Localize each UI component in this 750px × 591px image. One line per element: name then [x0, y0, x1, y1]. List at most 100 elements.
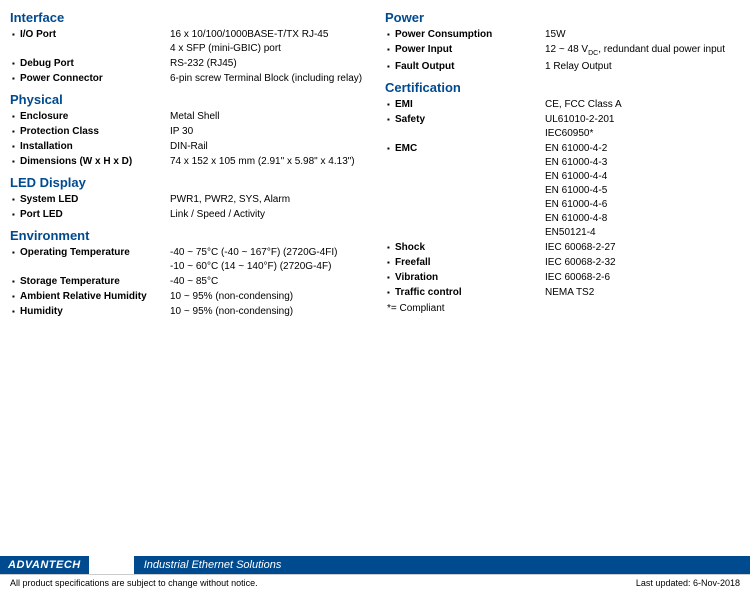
spec-label: Safety — [395, 113, 545, 127]
spec-row: ▪ Storage Temperature -40 ~ 85°C — [10, 275, 365, 289]
spec-value: 6-pin screw Terminal Block (including re… — [170, 72, 365, 86]
footer-disclaimer: All product specifications are subject t… — [10, 578, 258, 588]
spec-row: ▪ Power Connector 6-pin screw Terminal B… — [10, 72, 365, 86]
spec-value: PWR1, PWR2, SYS, Alarm — [170, 193, 365, 207]
spec-label: Humidity — [20, 305, 170, 319]
spec-label: Vibration — [395, 271, 545, 285]
spec-row: ▪ EMC EN 61000-4-2 EN 61000-4-3 EN 61000… — [385, 142, 740, 240]
footer-tagline: Industrial Ethernet Solutions — [134, 556, 750, 574]
bullet-icon: ▪ — [10, 193, 20, 205]
spec-label: Power Connector — [20, 72, 170, 86]
spec-label: Traffic control — [395, 286, 545, 300]
spec-label: Ambient Relative Humidity — [20, 290, 170, 304]
section-led: LED Display — [10, 175, 365, 190]
spec-label: Debug Port — [20, 57, 170, 71]
spec-label: Operating Temperature — [20, 246, 170, 260]
spec-row: ▪ Traffic control NEMA TS2 — [385, 286, 740, 300]
spec-label: Enclosure — [20, 110, 170, 124]
spec-value: UL61010-2-201 IEC60950* — [545, 113, 740, 141]
bullet-icon: ▪ — [10, 28, 20, 40]
footer-gap — [89, 556, 134, 574]
footer-updated: Last updated: 6-Nov-2018 — [636, 578, 740, 588]
compliant-note: *= Compliant — [387, 303, 740, 314]
spec-value: -40 ~ 75°C (-40 ~ 167°F) (2720G-4FI) -10… — [170, 246, 365, 274]
bullet-icon: ▪ — [385, 241, 395, 253]
spec-value: 1 Relay Output — [545, 60, 740, 74]
spec-value: 10 ~ 95% (non-condensing) — [170, 305, 365, 319]
spec-value: 10 ~ 95% (non-condensing) — [170, 290, 365, 304]
spec-label: I/O Port — [20, 28, 170, 42]
spec-row: ▪ Installation DIN-Rail — [10, 140, 365, 154]
spec-value: EN 61000-4-2 EN 61000-4-3 EN 61000-4-4 E… — [545, 142, 740, 240]
left-column: Interface ▪ I/O Port 16 x 10/100/1000BAS… — [10, 4, 365, 320]
right-column: Power ▪ Power Consumption 15W ▪ Power In… — [365, 4, 740, 320]
spec-row: ▪ Safety UL61010-2-201 IEC60950* — [385, 113, 740, 141]
footer-bar: ADVANTECH Industrial Ethernet Solutions — [0, 556, 750, 574]
spec-label: Freefall — [395, 256, 545, 270]
spec-label: Power Consumption — [395, 28, 545, 42]
spec-row: ▪ Freefall IEC 60068-2-32 — [385, 256, 740, 270]
spec-row: ▪ Protection Class IP 30 — [10, 125, 365, 139]
section-power: Power — [385, 10, 740, 25]
spec-value: 74 x 152 x 105 mm (2.91" x 5.98" x 4.13"… — [170, 155, 365, 169]
spec-label: Power Input — [395, 43, 545, 57]
footer-bottom: All product specifications are subject t… — [0, 574, 750, 591]
spec-label: System LED — [20, 193, 170, 207]
bullet-icon: ▪ — [385, 142, 395, 154]
spec-row: ▪ Vibration IEC 60068-2-6 — [385, 271, 740, 285]
bullet-icon: ▪ — [385, 60, 395, 72]
spec-value: Metal Shell — [170, 110, 365, 124]
bullet-icon: ▪ — [10, 246, 20, 258]
spec-value: CE, FCC Class A — [545, 98, 740, 112]
bullet-icon: ▪ — [10, 125, 20, 137]
spec-label: Installation — [20, 140, 170, 154]
spec-row: ▪ Shock IEC 60068-2-27 — [385, 241, 740, 255]
spec-row: ▪ Enclosure Metal Shell — [10, 110, 365, 124]
spec-value: RS-232 (RJ45) — [170, 57, 365, 71]
bullet-icon: ▪ — [385, 256, 395, 268]
spec-value: 16 x 10/100/1000BASE-T/TX RJ-45 4 x SFP … — [170, 28, 365, 56]
footer-logo: ADVANTECH — [0, 556, 89, 574]
footer: ADVANTECH Industrial Ethernet Solutions … — [0, 556, 750, 591]
spec-label: Dimensions (W x H x D) — [20, 155, 170, 169]
bullet-icon: ▪ — [10, 155, 20, 167]
section-environment: Environment — [10, 228, 365, 243]
bullet-icon: ▪ — [385, 286, 395, 298]
bullet-icon: ▪ — [10, 110, 20, 122]
spec-content: Interface ▪ I/O Port 16 x 10/100/1000BAS… — [0, 0, 750, 320]
spec-value: Link / Speed / Activity — [170, 208, 365, 222]
spec-row: ▪ Fault Output 1 Relay Output — [385, 60, 740, 74]
bullet-icon: ▪ — [10, 290, 20, 302]
spec-row: ▪ Debug Port RS-232 (RJ45) — [10, 57, 365, 71]
section-certification: Certification — [385, 80, 740, 95]
spec-value: IEC 60068-2-6 — [545, 271, 740, 285]
bullet-icon: ▪ — [10, 72, 20, 84]
bullet-icon: ▪ — [385, 98, 395, 110]
spec-row: ▪ Ambient Relative Humidity 10 ~ 95% (no… — [10, 290, 365, 304]
spec-label: Storage Temperature — [20, 275, 170, 289]
spec-value: 15W — [545, 28, 740, 42]
spec-value: DIN-Rail — [170, 140, 365, 154]
spec-row: ▪ Operating Temperature -40 ~ 75°C (-40 … — [10, 246, 365, 274]
spec-value: NEMA TS2 — [545, 286, 740, 300]
spec-row: ▪ System LED PWR1, PWR2, SYS, Alarm — [10, 193, 365, 207]
bullet-icon: ▪ — [385, 43, 395, 55]
spec-label: Port LED — [20, 208, 170, 222]
spec-value: -40 ~ 85°C — [170, 275, 365, 289]
spec-value: IEC 60068-2-27 — [545, 241, 740, 255]
bullet-icon: ▪ — [10, 140, 20, 152]
spec-label: Shock — [395, 241, 545, 255]
bullet-icon: ▪ — [10, 208, 20, 220]
section-physical: Physical — [10, 92, 365, 107]
section-interface: Interface — [10, 10, 365, 25]
bullet-icon: ▪ — [385, 28, 395, 40]
bullet-icon: ▪ — [385, 271, 395, 283]
spec-row: ▪ Humidity 10 ~ 95% (non-condensing) — [10, 305, 365, 319]
bullet-icon: ▪ — [385, 113, 395, 125]
spec-row: ▪ Power Input 12 ~ 48 VDC, redundant dua… — [385, 43, 740, 59]
spec-row: ▪ Port LED Link / Speed / Activity — [10, 208, 365, 222]
spec-row: ▪ Dimensions (W x H x D) 74 x 152 x 105 … — [10, 155, 365, 169]
spec-label: Fault Output — [395, 60, 545, 74]
bullet-icon: ▪ — [10, 57, 20, 69]
spec-label: Protection Class — [20, 125, 170, 139]
